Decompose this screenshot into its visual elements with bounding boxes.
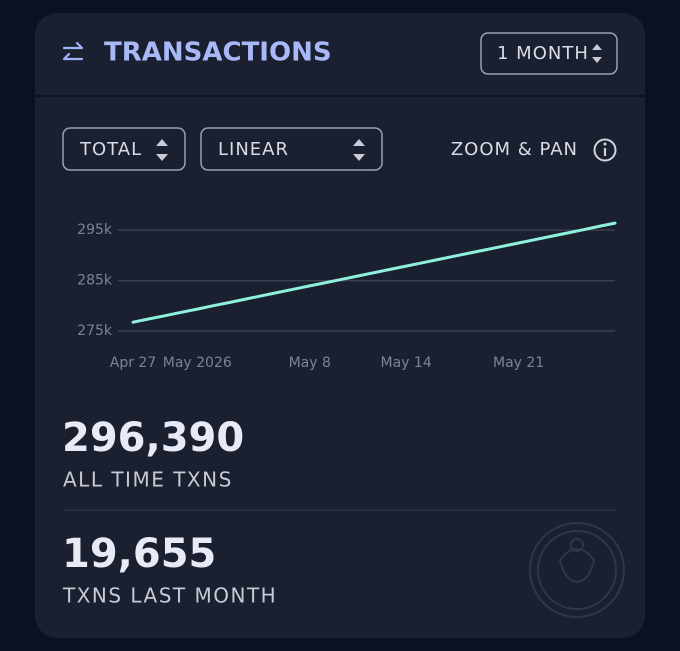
mode-label: TOTAL bbox=[79, 139, 142, 160]
title: TRANSACTIONS bbox=[104, 38, 332, 68]
swap-icon bbox=[62, 41, 84, 61]
stat-label: TXNS LAST MONTH bbox=[62, 584, 277, 608]
card bbox=[35, 13, 645, 638]
stat-value: 19,655 bbox=[62, 531, 216, 577]
select-arrows bbox=[353, 139, 365, 161]
y-tick-label: 285k bbox=[77, 273, 113, 289]
line bbox=[131, 221, 617, 324]
x-tick-label: May 21 bbox=[493, 355, 544, 371]
emblem bbox=[529, 522, 625, 618]
stat-label: ALL TIME TXNS bbox=[63, 468, 233, 492]
y-tick-label: 295k bbox=[77, 222, 113, 238]
scale-label: LINEAR bbox=[218, 139, 289, 160]
zoom-label[interactable]: ZOOM & PAN bbox=[451, 139, 578, 160]
mode-select[interactable] bbox=[62, 127, 186, 171]
x-tick-label: May 2026 bbox=[163, 355, 232, 371]
x-tick-label: May 14 bbox=[381, 355, 432, 371]
x-tick-label: May 8 bbox=[289, 355, 331, 371]
scale-select[interactable] bbox=[200, 127, 383, 171]
x-tick-label: Apr 27 bbox=[110, 355, 156, 371]
period-label: 1 MONTH bbox=[497, 43, 589, 64]
stat-value: 296,390 bbox=[62, 415, 244, 461]
select-arrows bbox=[592, 44, 602, 63]
info-icon[interactable] bbox=[593, 138, 617, 162]
y-tick-label: 275k bbox=[77, 323, 113, 339]
chart: 275k 285k 295k Apr 27 May 2026 May 8 May 14 May… bbox=[77, 221, 617, 371]
select-arrows bbox=[156, 139, 168, 161]
period-select[interactable] bbox=[480, 32, 618, 75]
